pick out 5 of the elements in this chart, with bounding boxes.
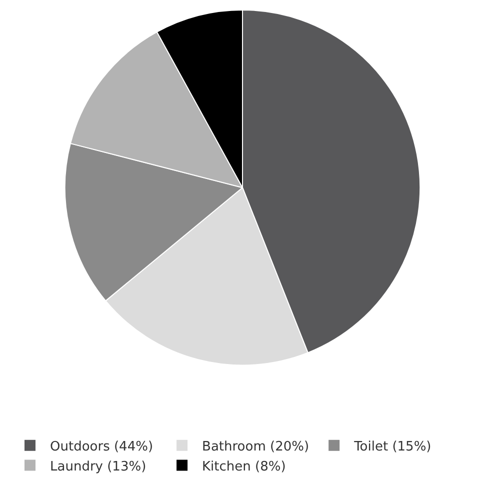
legend-label: Laundry (13%) [50, 459, 146, 474]
legend-label: Bathroom (20%) [202, 439, 310, 454]
legend-label: Kitchen (8%) [202, 459, 286, 474]
legend-label: Toilet (15%) [353, 439, 432, 454]
legend-label: Outdoors (44%) [50, 439, 154, 454]
